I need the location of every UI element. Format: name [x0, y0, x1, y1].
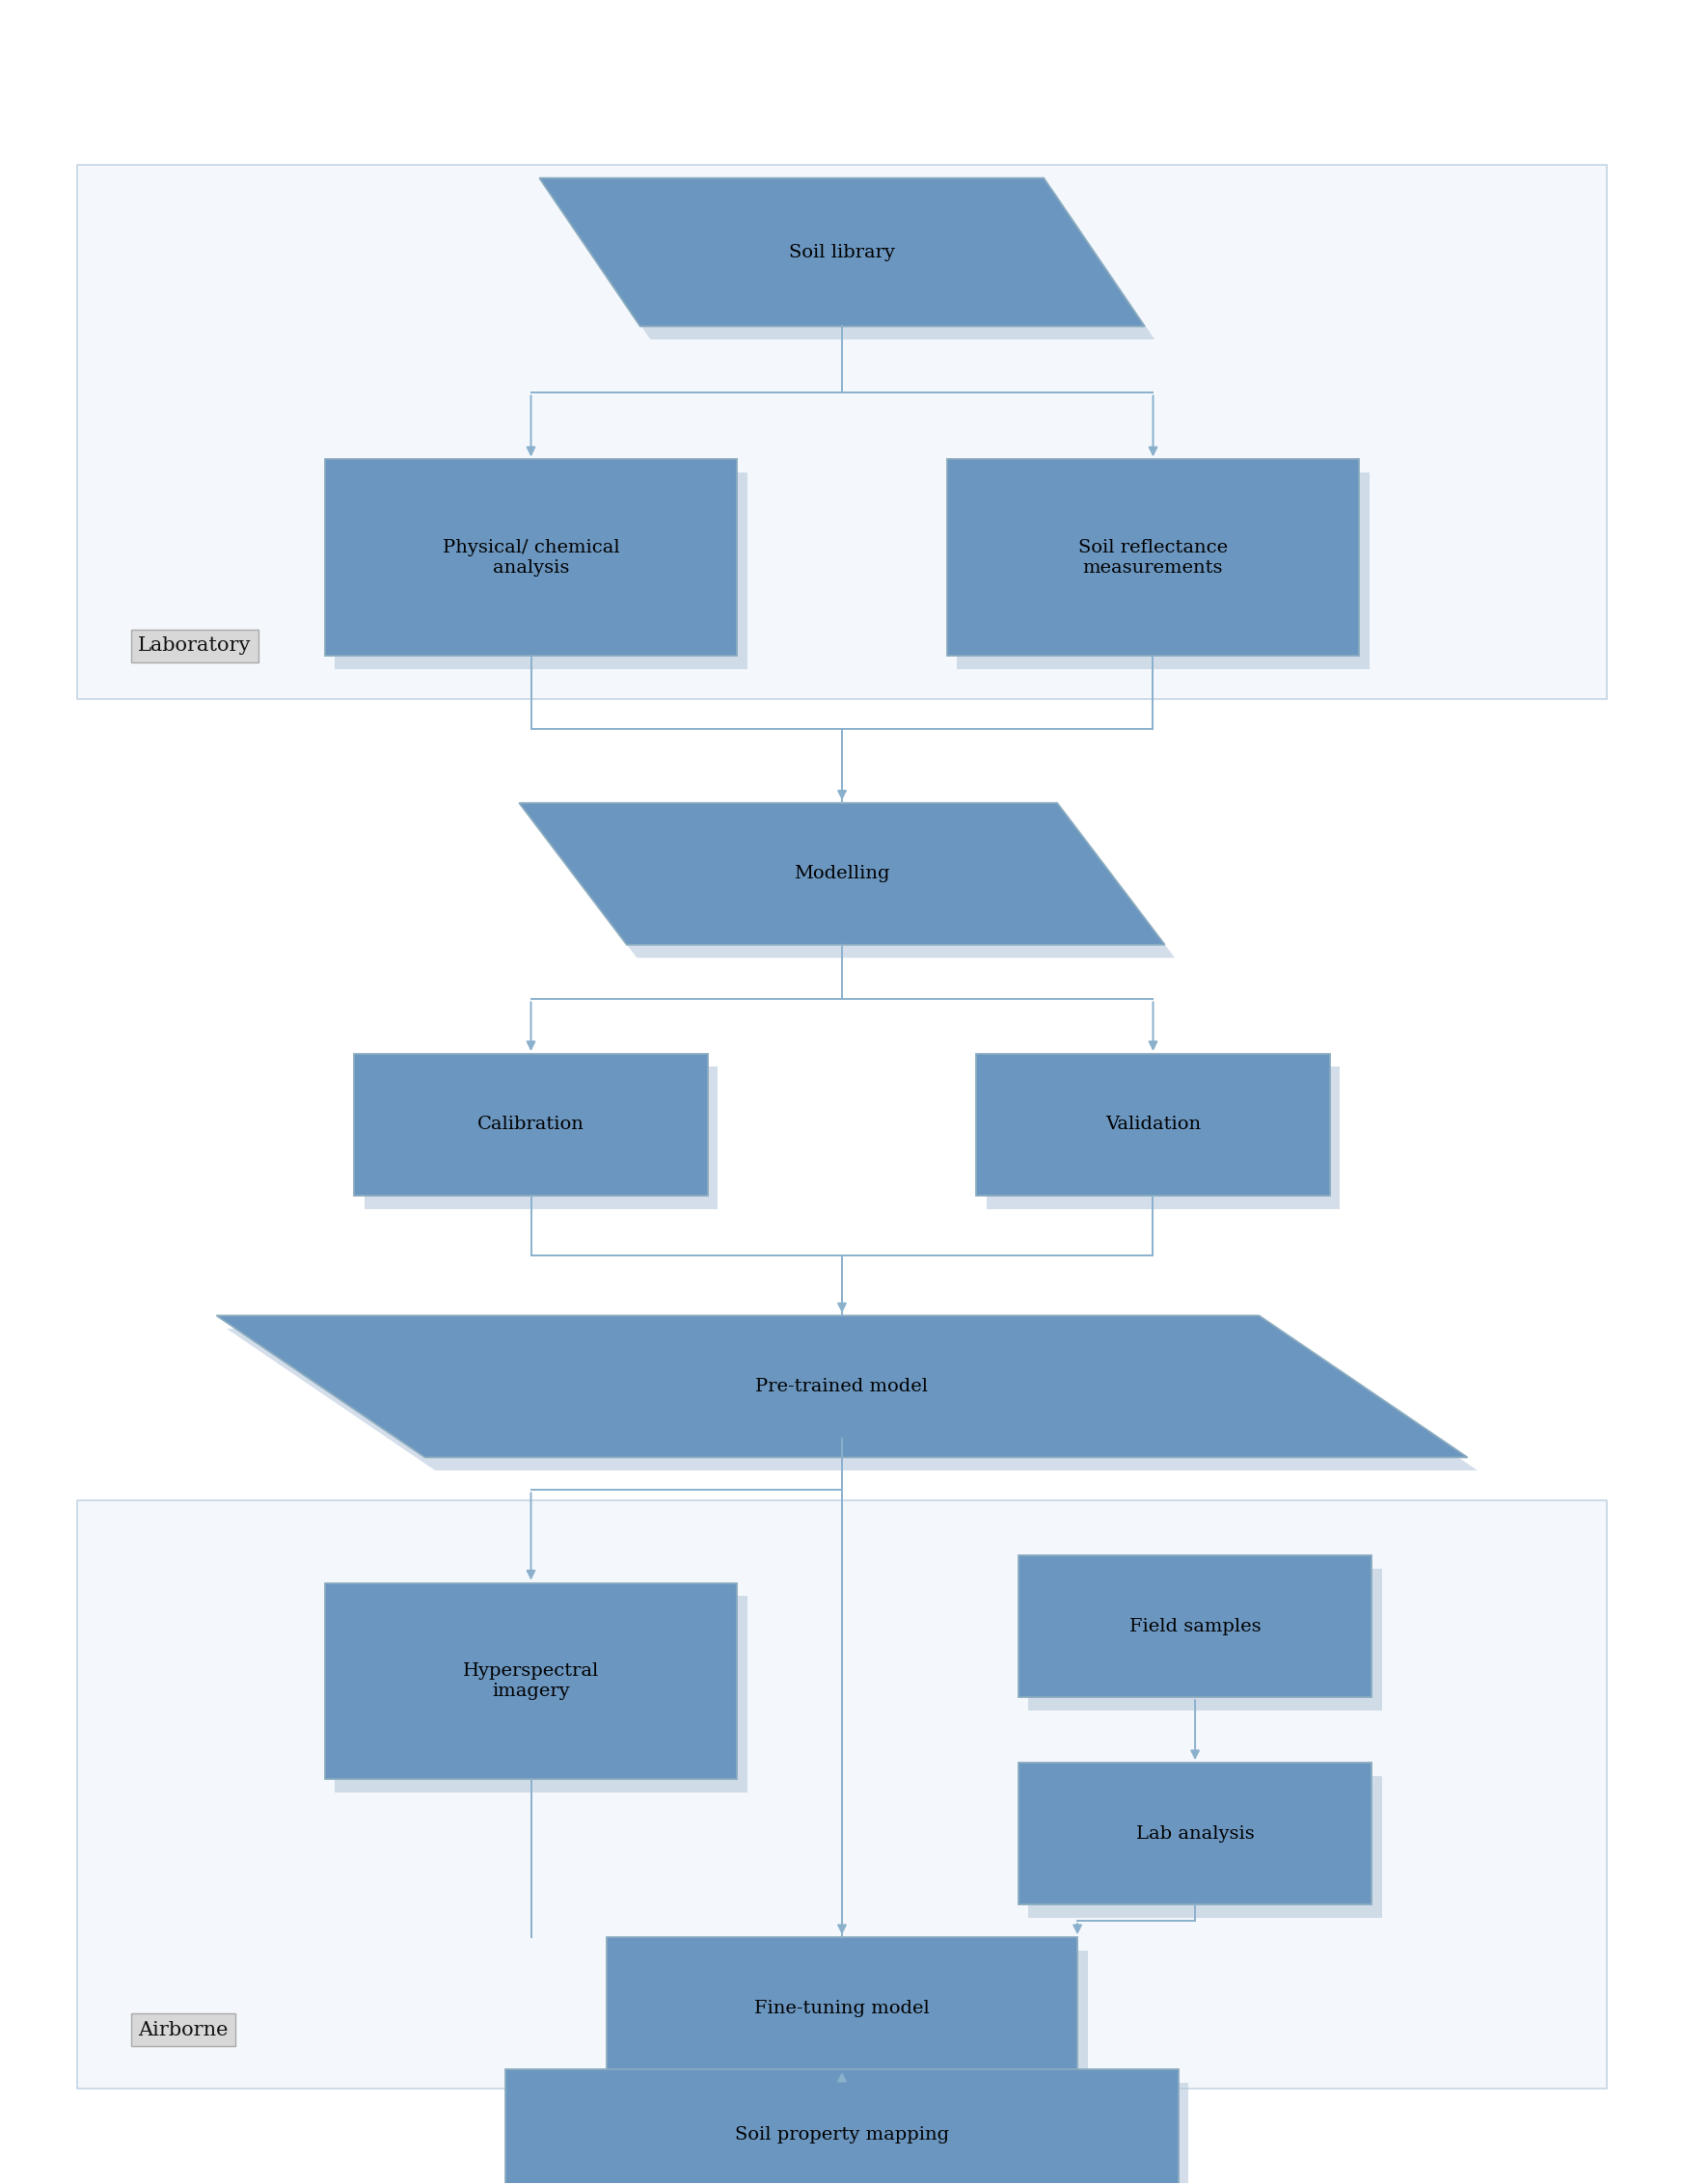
FancyBboxPatch shape: [354, 1055, 707, 1195]
Polygon shape: [529, 817, 1175, 959]
Text: Soil property mapping: Soil property mapping: [734, 2125, 950, 2143]
Polygon shape: [519, 804, 1165, 946]
FancyBboxPatch shape: [957, 472, 1369, 668]
FancyBboxPatch shape: [335, 1597, 748, 1793]
FancyBboxPatch shape: [946, 459, 1359, 655]
Text: Modelling: Modelling: [795, 865, 889, 882]
FancyBboxPatch shape: [505, 2068, 1179, 2184]
FancyBboxPatch shape: [77, 166, 1607, 699]
Text: Airborne: Airborne: [138, 2020, 229, 2040]
Text: Calibration: Calibration: [478, 1116, 584, 1133]
FancyBboxPatch shape: [977, 1055, 1330, 1195]
FancyBboxPatch shape: [325, 1583, 738, 1780]
FancyBboxPatch shape: [1019, 1762, 1371, 1904]
Text: Lab analysis: Lab analysis: [1137, 1826, 1255, 1843]
Text: Pre-trained model: Pre-trained model: [756, 1378, 928, 1396]
Text: Soil reflectance
measurements: Soil reflectance measurements: [1078, 539, 1228, 577]
FancyBboxPatch shape: [364, 1068, 717, 1208]
Polygon shape: [227, 1328, 1477, 1470]
FancyBboxPatch shape: [606, 1937, 1078, 2079]
Text: Soil library: Soil library: [790, 242, 894, 260]
Polygon shape: [217, 1315, 1467, 1457]
Polygon shape: [539, 179, 1145, 325]
Text: Hyperspectral
imagery: Hyperspectral imagery: [463, 1662, 600, 1699]
FancyBboxPatch shape: [1019, 1555, 1371, 1697]
FancyBboxPatch shape: [335, 472, 748, 668]
Text: Physical/ chemical
analysis: Physical/ chemical analysis: [443, 539, 620, 577]
FancyBboxPatch shape: [325, 459, 738, 655]
FancyBboxPatch shape: [987, 1068, 1340, 1208]
FancyBboxPatch shape: [1029, 1568, 1381, 1710]
Polygon shape: [549, 192, 1155, 339]
FancyBboxPatch shape: [77, 1500, 1607, 2088]
Text: Field samples: Field samples: [1130, 1618, 1261, 1636]
FancyBboxPatch shape: [515, 2081, 1189, 2184]
Text: Fine-tuning model: Fine-tuning model: [754, 2001, 930, 2016]
FancyBboxPatch shape: [616, 1950, 1088, 2092]
FancyBboxPatch shape: [1029, 1776, 1381, 1918]
Text: Laboratory: Laboratory: [138, 638, 251, 655]
Text: Validation: Validation: [1105, 1116, 1201, 1133]
